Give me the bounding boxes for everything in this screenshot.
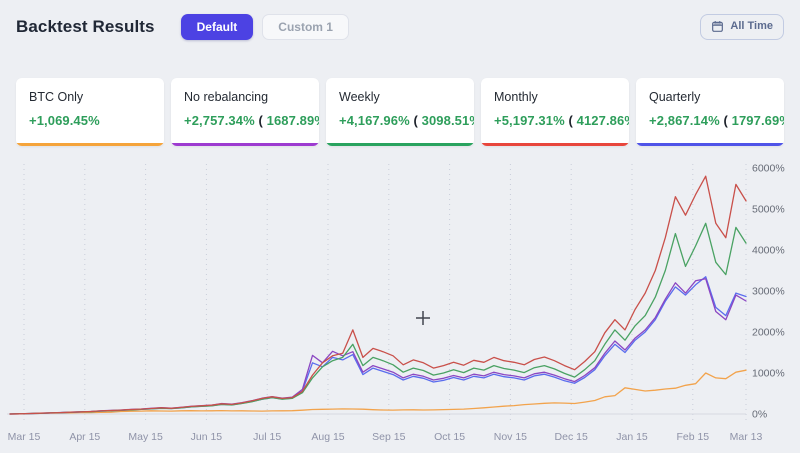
stat-card-accent-bar: [326, 143, 474, 146]
backtest-chart[interactable]: Mar 15 Apr 15 May 15 Jun 15 Jul 15 Aug 15 Sep …: [0, 158, 800, 453]
stat-card-label: Weekly: [339, 90, 380, 104]
svg-text:Mar 15: Mar 15: [8, 431, 41, 443]
svg-text:Oct 15: Oct 15: [434, 431, 465, 443]
stat-card-label: BTC Only: [29, 90, 84, 104]
calendar-icon: [711, 20, 724, 33]
page-title: Backtest Results: [16, 17, 155, 36]
stat-card-quarterly[interactable]: Quarterly +2,867.14% ( 1797.69% ): [636, 78, 784, 146]
header: Backtest Results Default Custom 1 All Ti…: [0, 0, 800, 50]
svg-text:Aug 15: Aug 15: [311, 431, 344, 443]
svg-text:6000%: 6000%: [752, 163, 785, 175]
time-range-button[interactable]: All Time: [700, 14, 784, 40]
svg-text:5000%: 5000%: [752, 204, 785, 216]
tab-default[interactable]: Default: [180, 14, 254, 40]
stat-card-label: Quarterly: [649, 90, 701, 104]
stat-card-label: Monthly: [494, 90, 538, 104]
svg-text:Mar 13: Mar 13: [730, 431, 763, 443]
stat-card-accent-bar: [481, 143, 629, 146]
svg-text:Jun 15: Jun 15: [191, 431, 223, 443]
stat-card-value: +2,757.34% ( 1687.89% ): [184, 113, 319, 128]
series-weekly: [9, 222, 747, 415]
svg-text:1000%: 1000%: [752, 368, 785, 380]
stat-card-weekly[interactable]: Weekly +4,167.96% ( 3098.51% ): [326, 78, 474, 146]
svg-text:4000%: 4000%: [752, 245, 785, 257]
svg-text:Jan 15: Jan 15: [616, 431, 648, 443]
stat-cards: BTC Only +1,069.45% No rebalancing +2,757.3…: [0, 50, 800, 146]
stat-card-value: +1,069.45%: [29, 113, 100, 128]
time-range-label: All Time: [730, 20, 773, 33]
stat-card-accent-bar: [171, 143, 319, 146]
stat-card-no-rebalancing[interactable]: No rebalancing +2,757.34% ( 1687.89% ): [171, 78, 319, 146]
tab-custom-1[interactable]: Custom 1: [262, 14, 349, 40]
series-btc-only: [9, 369, 747, 415]
crosshair-icon: [416, 311, 430, 325]
svg-text:Dec 15: Dec 15: [555, 431, 588, 443]
stat-card-label: No rebalancing: [184, 90, 269, 104]
svg-text:2000%: 2000%: [752, 327, 785, 339]
svg-text:May 15: May 15: [128, 431, 163, 443]
stat-card-accent-bar: [16, 143, 164, 146]
svg-text:Nov 15: Nov 15: [494, 431, 527, 443]
preset-tabs: Default Custom 1: [180, 14, 349, 40]
svg-text:3000%: 3000%: [752, 286, 785, 298]
svg-text:Apr 15: Apr 15: [69, 431, 100, 443]
svg-text:Jul 15: Jul 15: [253, 431, 281, 443]
svg-text:Sep 15: Sep 15: [372, 431, 405, 443]
stat-card-accent-bar: [636, 143, 784, 146]
stat-card-value: +4,167.96% ( 3098.51% ): [339, 113, 474, 128]
series-monthly: [9, 175, 747, 415]
stat-card-value: +2,867.14% ( 1797.69% ): [649, 113, 784, 128]
svg-text:0%: 0%: [752, 409, 767, 421]
series-no-rebalancing: [9, 278, 747, 415]
stat-card-value: +5,197.31% ( 4127.86% ): [494, 113, 629, 128]
series-quarterly: [9, 276, 747, 415]
svg-text:Feb 15: Feb 15: [676, 431, 709, 443]
stat-card-monthly[interactable]: Monthly +5,197.31% ( 4127.86% ): [481, 78, 629, 146]
stat-card-btc-only[interactable]: BTC Only +1,069.45%: [16, 78, 164, 146]
